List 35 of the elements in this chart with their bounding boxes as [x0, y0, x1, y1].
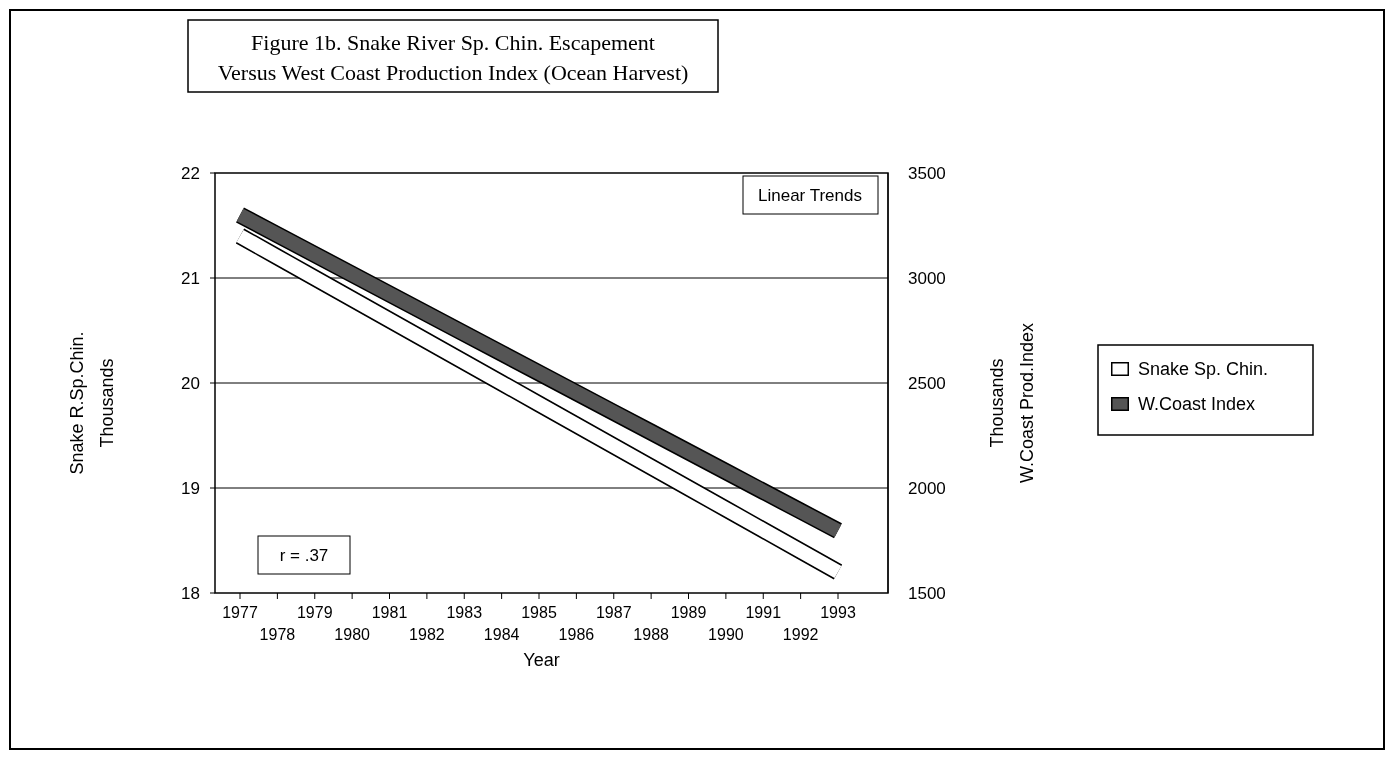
x-tick-label: 1987 [595, 604, 632, 621]
x-tick-label: 1978 [259, 626, 296, 643]
y2-tick-label: 2500 [908, 373, 946, 393]
x-tick-label: 1985 [521, 604, 557, 621]
y2-axis-title: Thousands W.Coast Prod.Index [987, 322, 1037, 484]
x-tick-label: 1990 [708, 626, 744, 643]
x-tick-label: 1981 [371, 604, 408, 621]
y-tick-label: 22 [181, 163, 200, 183]
legend-label: Snake Sp. Chin. [1138, 359, 1269, 379]
y2-tick-label: 1500 [908, 583, 946, 603]
chart-title: Figure 1b. Snake River Sp. Chin. Escapement Versus West Coast Production Index (Ocean Harvest) [217, 30, 689, 85]
x-tick-label: 1984 [483, 626, 520, 643]
annotation: Linear Trends [758, 186, 862, 205]
y-tick-label: 19 [181, 478, 200, 498]
x-tick-label: 1989 [670, 604, 707, 621]
y-tick-label: 21 [181, 268, 200, 288]
y2-tick-label: 3000 [908, 268, 946, 288]
y-tick-label: 20 [181, 373, 200, 393]
x-tick-label: 1986 [558, 626, 595, 643]
x-tick-label: 1992 [782, 626, 819, 643]
x-tick-label: 1988 [633, 626, 670, 643]
x-tick-label: 1982 [409, 626, 445, 643]
y2-tick-label: 3500 [908, 163, 946, 183]
y-axis-title: Snake R.Sp.Chin. Thousands [67, 331, 117, 475]
x-tick-label: 1980 [334, 626, 371, 643]
x-axis-title: Year [523, 650, 560, 670]
x-tick-label: 1983 [446, 604, 483, 621]
y2-tick-label: 2000 [908, 478, 946, 498]
x-tick-label: 1993 [820, 604, 856, 621]
y-tick-label: 18 [181, 583, 200, 603]
legend-label: W.Coast Index [1138, 394, 1256, 414]
x-tick-label: 1979 [296, 604, 333, 621]
x-tick-label: 1991 [745, 604, 782, 621]
annotation: r = .37 [279, 546, 329, 565]
x-tick-label: 1977 [222, 604, 258, 621]
